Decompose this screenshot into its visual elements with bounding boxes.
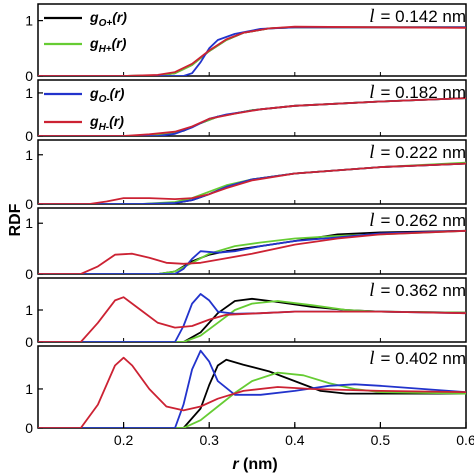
- y-tick-label: 0: [25, 68, 33, 84]
- legend-label-base: g: [89, 35, 99, 51]
- panel-annotation: l = 0.142 nm: [369, 6, 466, 27]
- panel-annotation-var: l: [369, 348, 374, 369]
- legend-label: gO+(r): [89, 9, 127, 29]
- legend-entry-4: gH-(r): [44, 113, 124, 133]
- x-axis-unit: (nm): [243, 456, 278, 473]
- legend-label: gH-(r): [89, 113, 124, 133]
- x-tick-label: 0.5: [371, 432, 391, 448]
- legend-label-sub: O+: [99, 18, 113, 29]
- series-line-hminus: [38, 97, 466, 136]
- y-tick-label: 1: [25, 13, 33, 29]
- series-line-ominus: [38, 349, 466, 428]
- panel-frame: [37, 139, 467, 205]
- series-line-ominus: [38, 162, 466, 204]
- panel-frame: [37, 207, 467, 275]
- panel-6: 0 1 l = 0.402 nm: [25, 345, 467, 436]
- legend-label: gO-(r): [89, 85, 125, 105]
- y-tick-label: 0: [25, 334, 33, 350]
- series-line-oplus: [38, 229, 466, 274]
- series-line-hplus: [38, 371, 466, 428]
- panel-annotation: l = 0.222 nm: [369, 142, 466, 163]
- legend-label: gH+(r): [89, 35, 127, 55]
- panel-frame: [37, 79, 467, 137]
- series-line-oplus: [38, 358, 466, 428]
- x-axis: 0.2 0.3 0.4 0.5 0.6: [114, 422, 474, 448]
- y-tick-label: 0: [25, 266, 33, 282]
- series-line-hplus: [38, 161, 466, 204]
- series-line-hminus: [38, 296, 466, 342]
- series-line-oplus: [38, 297, 466, 342]
- legend-entry-3: gO-(r): [44, 85, 125, 105]
- x-tick-label: 0.6: [456, 432, 474, 448]
- y-tick-label: 0: [25, 420, 33, 436]
- panel-annotation-var: l: [369, 82, 374, 103]
- panel-3: 0 1 l = 0.222 nm: [25, 139, 467, 212]
- panel-2: 0 1 l = 0.182 nm: [25, 79, 467, 144]
- panel-annotation-var: l: [369, 142, 374, 163]
- y-tick-label: 1: [25, 302, 33, 318]
- x-tick-label: 0.4: [285, 432, 305, 448]
- series-line-hplus: [38, 229, 466, 274]
- legend-label-sub: H+: [99, 44, 112, 55]
- y-tick-label: 1: [25, 85, 33, 101]
- series-line-hminus: [38, 356, 466, 428]
- panel-annotation-var: l: [369, 6, 374, 27]
- panel-annotation-value: = 0.362 nm: [380, 281, 466, 300]
- legend-label-suffix: (r): [109, 113, 124, 129]
- panel-annotation-value: = 0.402 nm: [380, 349, 466, 368]
- panel-annotation-value: = 0.182 nm: [380, 83, 466, 102]
- panel-annotation: l = 0.182 nm: [369, 82, 466, 103]
- series-line-hminus: [38, 25, 466, 76]
- y-tick-label: 1: [25, 215, 33, 231]
- panel-annotation: l = 0.402 nm: [369, 348, 466, 369]
- y-tick-label: 1: [25, 147, 33, 163]
- panel-annotation-var: l: [369, 280, 374, 301]
- series-line-hminus: [38, 229, 466, 274]
- series-line-hplus: [38, 300, 466, 342]
- series-line-oplus: [38, 162, 466, 204]
- panel-4: 0 1 l = 0.262 nm: [25, 207, 467, 282]
- panel-1: 0 1 l = 0.142 nm: [25, 3, 467, 84]
- y-tick-label: 0: [25, 128, 33, 144]
- x-axis-title: r (nm): [232, 456, 277, 473]
- y-tick-label: 1: [25, 381, 33, 397]
- legend-label-base: g: [89, 85, 99, 101]
- legend-label-suffix: (r): [112, 9, 127, 25]
- y-axis-title: RDF: [7, 203, 24, 236]
- panel-annotation: l = 0.362 nm: [369, 280, 466, 301]
- panel-annotation-value: = 0.142 nm: [380, 7, 466, 26]
- legend-label-suffix: (r): [112, 35, 127, 51]
- panel-annotation-var: l: [369, 210, 374, 231]
- x-axis-var: r: [232, 456, 239, 473]
- panel-annotation-value: = 0.262 nm: [380, 211, 466, 230]
- legend-label-base: g: [89, 9, 99, 25]
- legend-label-suffix: (r): [110, 85, 125, 101]
- series-line-ominus: [38, 229, 466, 274]
- panel-annotation-value: = 0.222 nm: [380, 143, 466, 162]
- series-line-hminus: [38, 162, 466, 204]
- x-tick-label: 0.3: [199, 432, 219, 448]
- panel-annotation: l = 0.262 nm: [369, 210, 466, 231]
- panel-frame: [37, 3, 467, 77]
- x-tick-label: 0.2: [114, 432, 134, 448]
- panel-5: 0 1 l = 0.362 nm: [25, 277, 467, 350]
- y-tick-label: 0: [25, 196, 33, 212]
- legend-label-base: g: [89, 113, 99, 129]
- panel-frame: [37, 345, 467, 429]
- legend-entry-1: gO+(r): [44, 9, 127, 29]
- legend-label-sub: H-: [99, 122, 110, 133]
- legend-label-sub: O-: [99, 94, 111, 105]
- legend-entry-2: gH+(r): [44, 35, 127, 55]
